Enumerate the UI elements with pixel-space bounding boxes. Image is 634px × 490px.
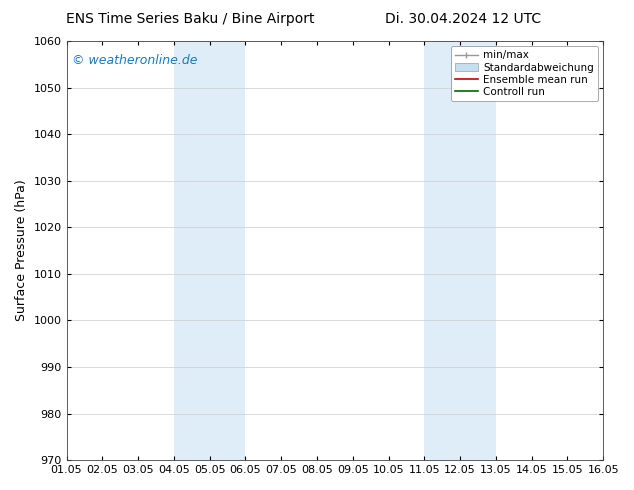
- Bar: [424, 41, 496, 460]
- Legend: min/max, Standardabweichung, Ensemble mean run, Controll run: min/max, Standardabweichung, Ensemble me…: [451, 46, 598, 101]
- Text: © weatheronline.de: © weatheronline.de: [72, 53, 197, 67]
- Text: Di. 30.04.2024 12 UTC: Di. 30.04.2024 12 UTC: [385, 12, 541, 26]
- Y-axis label: Surface Pressure (hPa): Surface Pressure (hPa): [15, 180, 28, 321]
- Text: ENS Time Series Baku / Bine Airport: ENS Time Series Baku / Bine Airport: [66, 12, 314, 26]
- Bar: [174, 41, 245, 460]
